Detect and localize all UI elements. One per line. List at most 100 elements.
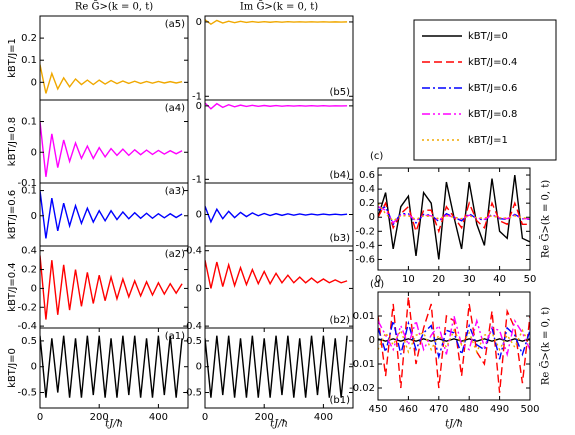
signal-line — [205, 259, 348, 289]
x-axis-label: tJ/ħ — [105, 419, 123, 430]
y-tick-label: -0.4 — [355, 240, 375, 251]
y-tick-label: 0.1 — [21, 55, 37, 66]
x-tick-label: 480 — [460, 404, 479, 415]
signal-line — [40, 64, 183, 94]
y-tick-label: 0 — [196, 362, 202, 373]
legend-label: kBT/J=0.8 — [468, 109, 517, 120]
y-tick-label: -0.2 — [17, 302, 37, 313]
y-axis-label: kBT/J=0.6 — [7, 190, 18, 239]
x-tick-label: 0 — [37, 412, 43, 423]
signal-line — [40, 190, 183, 239]
y-tick-label: 0 — [196, 101, 202, 112]
panel-label: (c) — [370, 151, 383, 162]
x-tick-label: 200 — [90, 412, 109, 423]
x-tick-label: 490 — [490, 404, 509, 415]
plot-frame — [204, 327, 354, 409]
legend-label: kBT/J=0 — [468, 31, 508, 42]
x-tick-label: 400 — [314, 412, 333, 423]
plot-frame — [377, 291, 531, 401]
panel-label: (b1) — [329, 395, 350, 406]
y-tick-label: -0.2 — [355, 226, 375, 237]
x-tick-label: 20 — [432, 274, 445, 285]
legend-label: kBT/J=1 — [468, 135, 508, 146]
signal-line — [205, 19, 348, 26]
x-tick-label: 10 — [402, 274, 415, 285]
x-tick-label: 50 — [524, 274, 537, 285]
y-tick-label: 0 — [196, 283, 202, 294]
panel-label: (d) — [370, 279, 384, 290]
y-tick-label: -0.6 — [355, 254, 375, 265]
y-tick-label: -0.02 — [349, 383, 375, 394]
x-tick-label: 470 — [429, 404, 448, 415]
y-tick-label: 0.1 — [21, 117, 37, 128]
y-tick-label: 0.4 — [186, 246, 202, 257]
x-tick-label: 30 — [463, 274, 476, 285]
y-tick-label: 0 — [369, 212, 375, 223]
y-tick-label: 0 — [369, 335, 375, 346]
y-tick-label: -0.1 — [17, 178, 37, 189]
x-tick-label: 200 — [255, 412, 274, 423]
signal-line — [205, 335, 348, 398]
y-tick-label: 0 — [31, 77, 37, 88]
y-tick-label: -0.01 — [349, 359, 375, 370]
y-tick-label: 0.5 — [21, 336, 37, 347]
panel-label: (a4) — [165, 103, 185, 114]
y-tick-label: 0.4 — [359, 184, 375, 195]
legend-label: kBT/J=0.6 — [468, 83, 517, 94]
x-tick-label: 500 — [520, 404, 539, 415]
signal-line — [205, 102, 348, 110]
series-line — [378, 202, 530, 222]
y-tick-label: -0.4 — [182, 321, 202, 332]
y-tick-label: 0.4 — [21, 246, 37, 257]
legend-label: kBT/J=0.4 — [468, 57, 517, 68]
y-tick-label: -0.5 — [182, 388, 202, 399]
series-line — [378, 320, 530, 360]
x-tick-label: 460 — [399, 404, 418, 415]
y-tick-label: -1 — [192, 91, 202, 102]
signal-line — [40, 121, 183, 177]
x-tick-label: 400 — [149, 412, 168, 423]
y-tick-label: -0.4 — [17, 321, 37, 332]
x-axis-label: tJ/ħ — [445, 419, 463, 430]
panel-label: (b3) — [329, 233, 350, 244]
series-line — [378, 296, 530, 393]
panel-label: (a1) — [165, 331, 185, 342]
x-tick-label: 40 — [493, 274, 506, 285]
series-line — [378, 315, 530, 358]
plot-frame — [377, 167, 531, 271]
y-tick-label: 0 — [196, 210, 202, 221]
y-axis-label: kBT/J=1 — [7, 38, 18, 78]
y-tick-label: 0.5 — [186, 336, 202, 347]
y-tick-label: 0.2 — [359, 198, 375, 209]
y-tick-label: 0.2 — [21, 33, 37, 44]
panel-label: (a3) — [165, 186, 185, 197]
panel-label: (b2) — [329, 315, 350, 326]
panel-label: (a5) — [165, 19, 185, 30]
y-tick-label: 0.6 — [359, 170, 375, 181]
column-title: Im G̃>(k = 0, t) — [240, 1, 318, 13]
x-tick-label: 0 — [375, 274, 381, 285]
series-line — [378, 338, 530, 342]
panel-label: (b5) — [329, 87, 350, 98]
legend-box — [413, 19, 557, 161]
panel-label: (a2) — [165, 249, 185, 260]
x-tick-label: 0 — [202, 412, 208, 423]
y-axis-label: kBT/J=0.4 — [7, 262, 18, 311]
y-tick-label: 0 — [31, 362, 37, 373]
signal-line — [205, 205, 348, 224]
column-title: Re G̃>(k = 0, t) — [75, 1, 153, 13]
panel-label: (b4) — [329, 170, 350, 181]
signal-line — [40, 335, 183, 398]
y-tick-label: 0 — [196, 17, 202, 28]
series-line — [378, 205, 530, 226]
y-tick-label: 0 — [31, 211, 37, 222]
x-axis-label: tJ/ħ — [270, 419, 288, 430]
y-tick-label: 0.01 — [353, 311, 375, 322]
y-axis-label: kBT/J=0 — [7, 348, 18, 388]
y-tick-label: -0.5 — [17, 388, 37, 399]
plot-frame — [39, 327, 189, 409]
y-tick-label: 0 — [31, 283, 37, 294]
y-tick-label: 0 — [31, 147, 37, 158]
y-axis-label: kBT/J=0.8 — [7, 117, 18, 166]
